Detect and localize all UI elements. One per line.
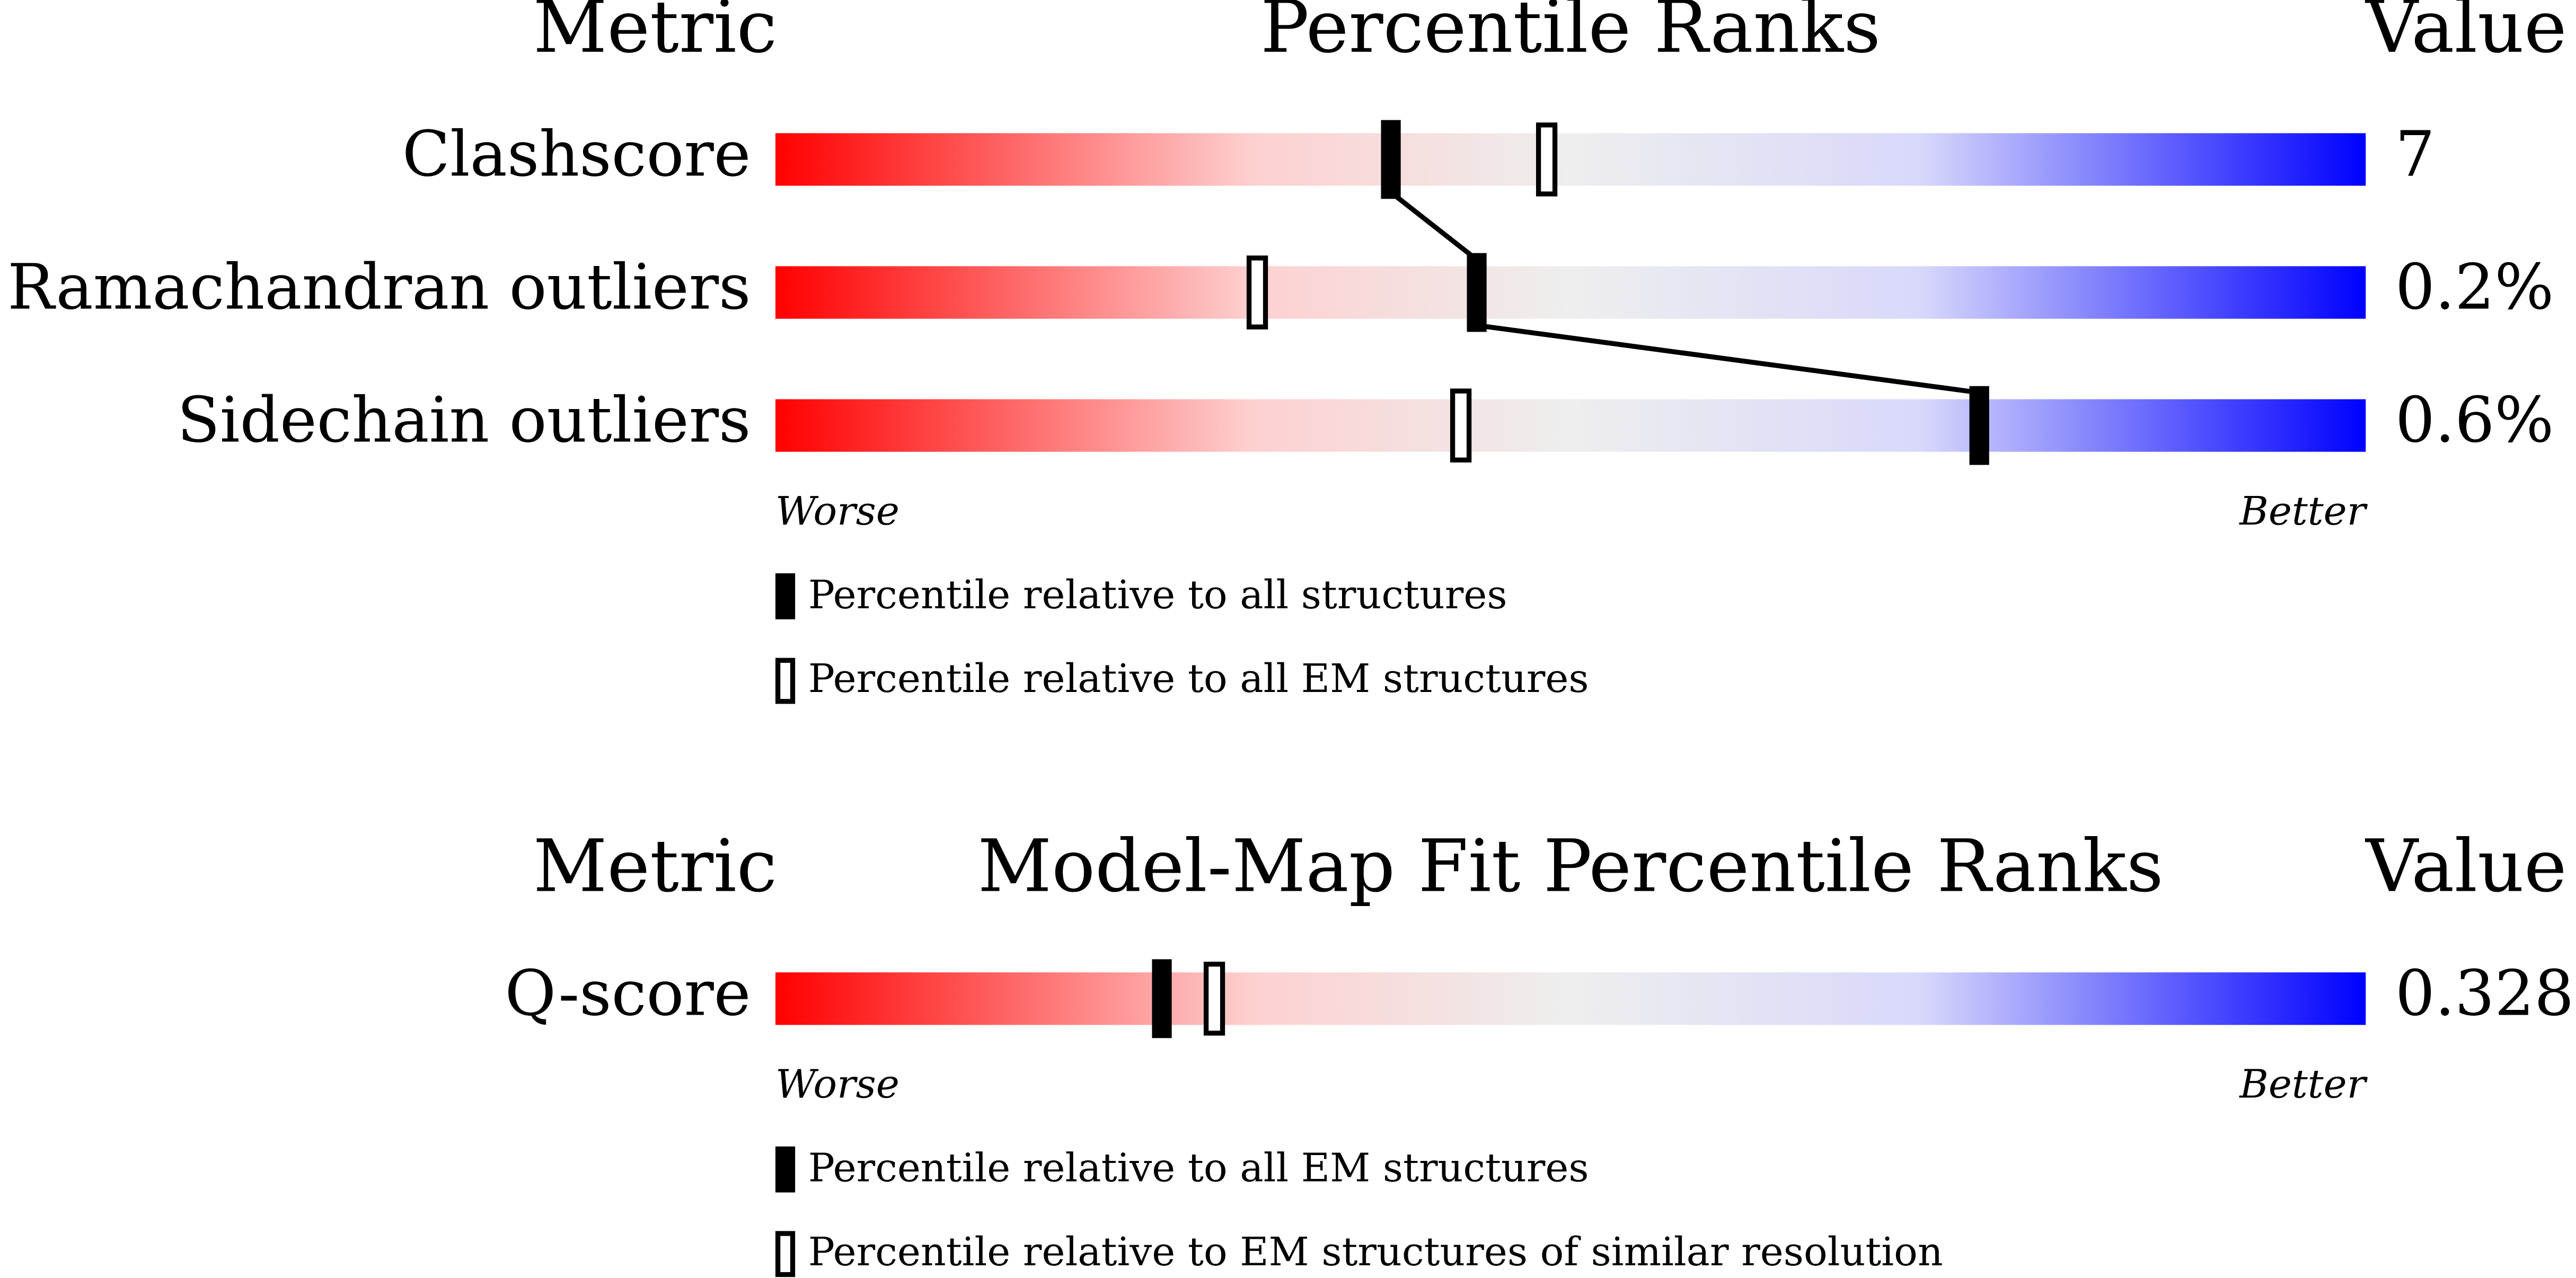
metric-header: Metric — [533, 824, 777, 909]
filled-marker — [1381, 120, 1401, 199]
legend-open-swatch — [775, 1231, 796, 1277]
metric-value: 0.2% — [2395, 251, 2554, 324]
value-header: Value — [2365, 824, 2566, 909]
legend-filled-text: Percentile relative to all structures — [808, 572, 1507, 618]
open-marker — [1203, 962, 1225, 1036]
panel-title: Model-Map Fit Percentile Ranks — [977, 824, 2163, 909]
legend-filled-swatch — [775, 573, 796, 619]
filled-marker — [1152, 959, 1172, 1039]
metric-header: Metric — [533, 0, 777, 69]
legend-filled-swatch — [775, 1146, 796, 1193]
worse-label: Worse — [775, 488, 899, 534]
slider-bar — [775, 266, 2366, 319]
slider-bar — [775, 399, 2366, 452]
metric-label: Clashscore — [402, 118, 751, 191]
better-label: Better — [2238, 488, 2368, 534]
metric-value: 0.328 — [2395, 957, 2574, 1030]
slider-bar — [775, 972, 2366, 1025]
slider-bar — [775, 133, 2366, 186]
legend-open-text: Percentile relative to all EM structures — [808, 655, 1589, 702]
open-marker — [1536, 122, 1558, 197]
filled-marker — [1969, 386, 1989, 465]
panel-title: Percentile Ranks — [1260, 0, 1881, 69]
connector — [1476, 323, 1980, 395]
open-marker — [1246, 255, 1268, 330]
filled-marker — [1467, 253, 1487, 332]
legend-open-text: Percentile relative to EM structures of … — [808, 1229, 1943, 1275]
value-header: Value — [2365, 0, 2566, 69]
metric-value: 0.6% — [2395, 384, 2554, 457]
connector — [1389, 190, 1478, 262]
better-label: Better — [2238, 1061, 2368, 1107]
metric-label: Q-score — [505, 957, 751, 1030]
legend-open-swatch — [775, 658, 796, 704]
worse-label: Worse — [775, 1061, 899, 1107]
metric-label: Sidechain outliers — [177, 384, 751, 457]
metric-label: Ramachandran outliers — [7, 251, 751, 324]
legend-filled-text: Percentile relative to all EM structures — [808, 1145, 1589, 1191]
open-marker — [1450, 388, 1472, 463]
metric-value: 7 — [2395, 118, 2435, 191]
